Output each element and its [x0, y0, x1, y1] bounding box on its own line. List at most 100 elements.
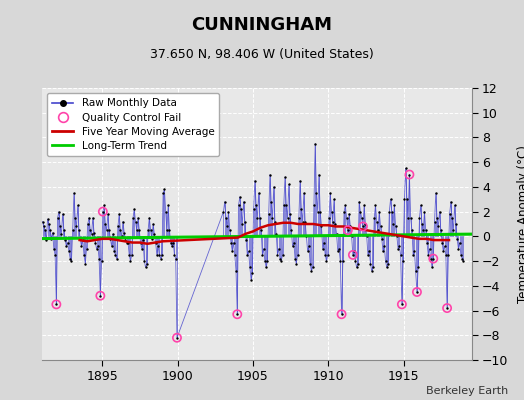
Point	[383, 264, 391, 270]
Point	[104, 211, 112, 217]
Point	[63, 239, 72, 246]
Text: 37.650 N, 98.406 W (United States): 37.650 N, 98.406 W (United States)	[150, 48, 374, 61]
Point	[110, 248, 118, 254]
Point	[253, 215, 261, 221]
Point	[375, 208, 384, 215]
Point	[398, 301, 406, 308]
Point	[45, 221, 53, 227]
Point	[434, 223, 442, 230]
Point	[326, 190, 334, 196]
Point	[283, 215, 292, 221]
Point	[125, 252, 134, 258]
Point	[43, 216, 52, 222]
Point	[114, 223, 122, 230]
Point	[243, 252, 252, 258]
Point	[102, 227, 111, 233]
Point	[99, 208, 107, 215]
Point	[438, 239, 446, 246]
Point	[274, 252, 282, 258]
Text: CUNNINGHAM: CUNNINGHAM	[191, 16, 333, 34]
Point	[46, 227, 54, 233]
Point	[433, 215, 441, 221]
Point	[301, 218, 309, 225]
Point	[435, 208, 444, 215]
Point	[288, 243, 297, 250]
Point	[233, 311, 242, 318]
Point	[348, 252, 357, 258]
Point	[335, 246, 343, 252]
Point	[48, 230, 57, 236]
Point	[355, 198, 363, 205]
Point	[132, 218, 140, 225]
Point	[259, 246, 268, 252]
Point	[151, 239, 160, 246]
Point	[242, 237, 250, 243]
Point	[395, 243, 403, 250]
Point	[136, 239, 145, 246]
Point	[41, 227, 49, 233]
Point	[71, 215, 80, 221]
Point	[169, 239, 178, 246]
Point	[224, 208, 233, 215]
Point	[124, 239, 132, 246]
Point	[88, 231, 96, 237]
Point	[328, 208, 336, 215]
Point	[455, 239, 464, 246]
Point	[40, 223, 48, 230]
Point	[334, 248, 342, 254]
Point	[117, 233, 126, 240]
Point	[363, 233, 371, 240]
Point	[416, 215, 424, 221]
Point	[392, 233, 401, 240]
Point	[165, 227, 173, 233]
Point	[107, 243, 116, 250]
Point	[336, 258, 344, 264]
Point	[299, 218, 307, 225]
Point	[325, 215, 333, 221]
Point	[409, 252, 418, 258]
Point	[51, 252, 59, 258]
Point	[129, 215, 137, 221]
Point	[413, 289, 421, 295]
Point	[90, 230, 98, 236]
Point	[293, 252, 302, 258]
Point	[79, 237, 87, 243]
Point	[265, 211, 273, 217]
Point	[276, 256, 284, 262]
Point	[380, 243, 388, 250]
Point	[52, 301, 61, 308]
Point	[232, 268, 240, 274]
Point	[126, 258, 135, 264]
Point	[236, 194, 244, 200]
Point	[351, 258, 359, 264]
Point	[256, 215, 264, 221]
Point	[53, 215, 62, 221]
Point	[445, 211, 454, 217]
Point	[357, 215, 366, 221]
Point	[158, 252, 166, 258]
Point	[234, 202, 243, 209]
Point	[150, 231, 159, 237]
Point	[252, 202, 260, 209]
Point	[394, 246, 402, 252]
Point	[346, 223, 355, 230]
Point	[316, 208, 324, 215]
Point	[272, 231, 280, 237]
Point	[263, 258, 271, 264]
Point	[330, 196, 338, 202]
Point	[228, 248, 236, 254]
Point	[248, 270, 257, 277]
Point	[440, 243, 449, 250]
Point	[287, 227, 296, 233]
Point	[385, 208, 394, 215]
Point	[427, 256, 435, 262]
Point	[89, 215, 97, 221]
Point	[160, 186, 169, 192]
Point	[119, 218, 127, 225]
Point	[452, 221, 460, 227]
Point	[386, 196, 395, 202]
Point	[163, 227, 171, 233]
Point	[59, 211, 67, 217]
Point	[424, 252, 432, 258]
Point	[365, 248, 374, 254]
